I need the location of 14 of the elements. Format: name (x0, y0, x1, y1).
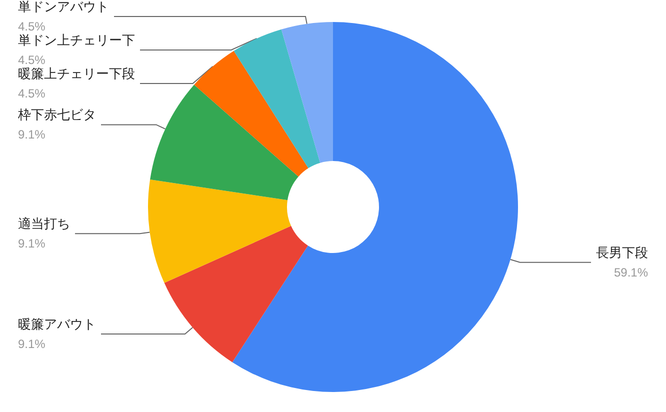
slice-label: 適当打ち (18, 216, 70, 232)
slice-label: 暖簾アバウト (18, 317, 96, 332)
data-label: 4.5% (18, 86, 46, 100)
slice-label: 単ドンアバウト (18, 0, 109, 15)
data-label: 9.1% (18, 128, 46, 142)
slice-label: 単ドン上チェリー下 (18, 34, 135, 48)
data-label: 9.1% (18, 336, 46, 351)
slice-label: 暖簾上チェリー下段 (18, 67, 135, 82)
data-label: 4.5% (18, 20, 46, 34)
data-label: 59.1% (614, 265, 648, 280)
slice-label: 長男下段 (596, 246, 648, 261)
data-label: 4.5% (18, 53, 46, 67)
data-label: 9.1% (18, 236, 46, 251)
slice-label: 枠下赤七ビタ (17, 108, 96, 124)
